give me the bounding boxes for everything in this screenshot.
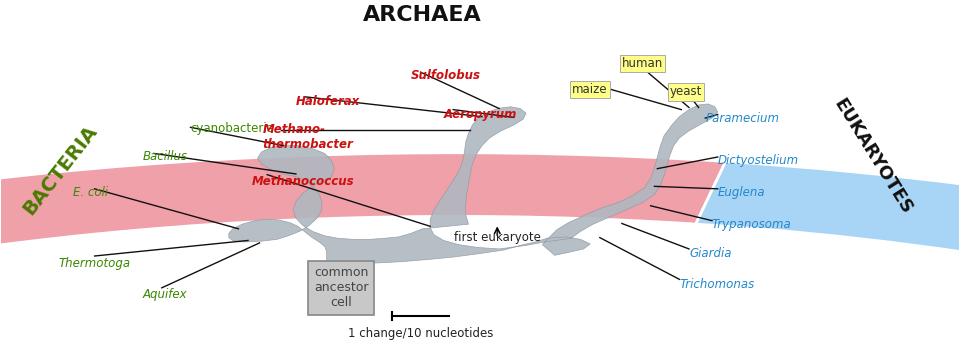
Text: maize: maize bbox=[572, 83, 608, 96]
Text: common
ancestor
cell: common ancestor cell bbox=[314, 266, 369, 309]
Text: Bacillus: Bacillus bbox=[143, 151, 188, 164]
Polygon shape bbox=[228, 104, 718, 271]
Text: Thermotoga: Thermotoga bbox=[59, 257, 131, 269]
Text: E. coli: E. coli bbox=[73, 186, 108, 199]
Text: cyanobacteria: cyanobacteria bbox=[190, 122, 275, 135]
Text: Aquifex: Aquifex bbox=[143, 288, 187, 301]
Wedge shape bbox=[0, 153, 726, 335]
Text: Methanococcus: Methanococcus bbox=[252, 175, 354, 188]
Text: ARCHAEA: ARCHAEA bbox=[363, 5, 482, 25]
Text: Sulfolobus: Sulfolobus bbox=[411, 69, 481, 82]
Text: Euglena: Euglena bbox=[718, 186, 765, 199]
Text: human: human bbox=[622, 57, 663, 70]
Wedge shape bbox=[696, 162, 960, 355]
Text: Haloferax: Haloferax bbox=[296, 95, 360, 108]
Text: EUKARYOTES: EUKARYOTES bbox=[830, 95, 916, 217]
Text: yeast: yeast bbox=[670, 86, 702, 98]
Text: Aeropyrum: Aeropyrum bbox=[444, 108, 516, 121]
Text: Trichomonas: Trichomonas bbox=[680, 278, 755, 291]
Text: Paramecium: Paramecium bbox=[706, 111, 780, 125]
Text: Methano-
thermobacter: Methano- thermobacter bbox=[262, 123, 353, 151]
Text: 1 change/10 nucleotides: 1 change/10 nucleotides bbox=[348, 327, 493, 340]
Text: first eukaryote: first eukaryote bbox=[454, 231, 540, 244]
Text: Giardia: Giardia bbox=[689, 247, 732, 260]
Text: Trypanosoma: Trypanosoma bbox=[712, 218, 792, 231]
Text: Dictyostelium: Dictyostelium bbox=[718, 154, 799, 167]
Text: BACTERIA: BACTERIA bbox=[19, 122, 101, 219]
